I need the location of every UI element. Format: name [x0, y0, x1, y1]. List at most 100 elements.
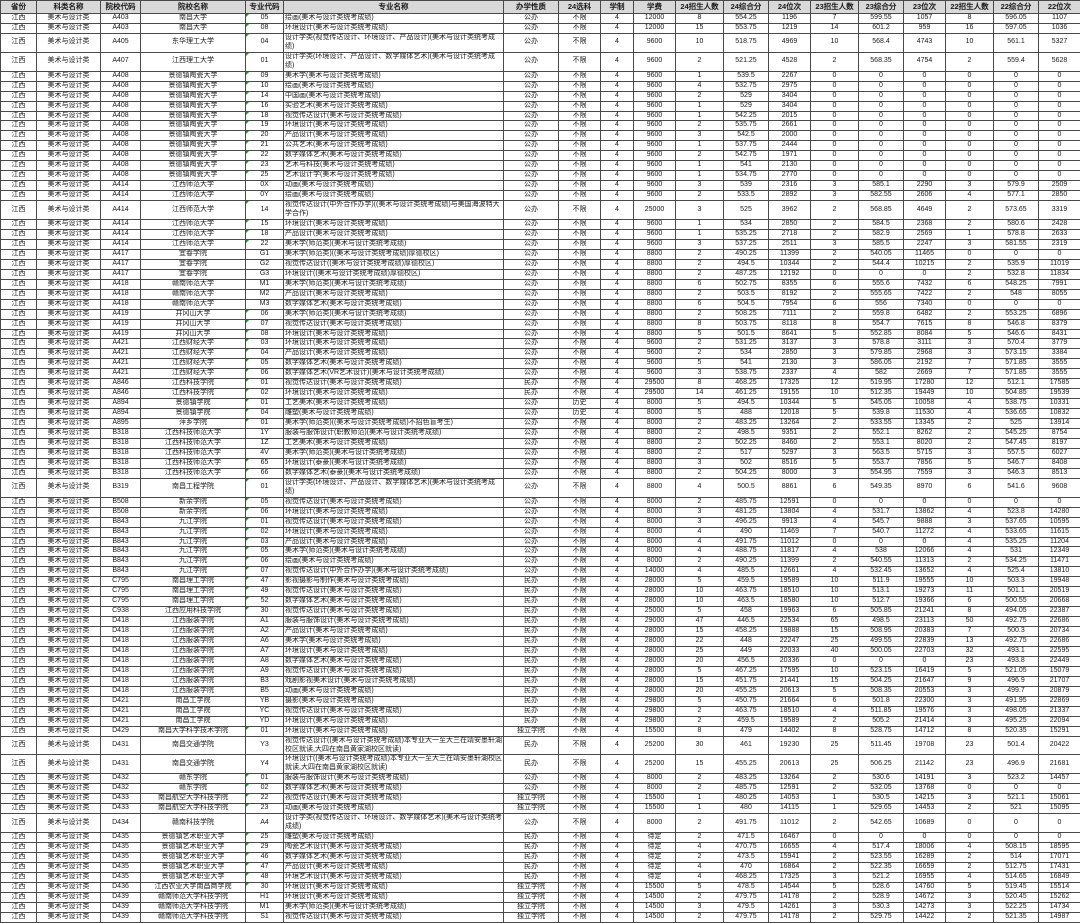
cell-2022-rank: 0 [1038, 496, 1080, 508]
cell-subject-req: 不限 [558, 911, 601, 923]
cell-college-code: A408 [100, 80, 141, 92]
cell-province: 江西 [0, 655, 37, 667]
cell-2024-rank: 2850 [768, 219, 811, 230]
cell-category: 美术与设计类 [36, 328, 101, 340]
cell-major-name: 动画(美术与设计类统考成绩) [283, 180, 504, 192]
cell-2022-rank: 21337 [1038, 705, 1080, 717]
column-header-duration: 学制 [600, 0, 634, 14]
cell-major-code: 01 [245, 51, 284, 72]
cell-2023-rank: 13862 [903, 506, 946, 518]
table-row: 江西 美术与设计类 A403 南昌大学 08 环境设计(美术与设计类统考成绩) 公办 不限 4 1… [0, 22, 1080, 34]
cell-school-type: 民办 [503, 861, 559, 873]
cell-subject-req: 不限 [558, 288, 601, 300]
cell-major-name: 环境设计(美术与设计类统考成绩) [283, 388, 504, 400]
table-row: 江西 美术与设计类 A419 井冈山大学 08 环境设计(美术与设计类统考成绩) 公办 不限 4… [0, 328, 1080, 340]
cell-2024-score: 463.75 [723, 586, 769, 598]
cell-2023-rank: 16289 [903, 852, 946, 863]
cell-2023-count: 4 [810, 842, 859, 854]
cell-major-name: 视觉传达设计(中外合作办学)((美术与设计类统考成绩)与美国海波特大学合作) [283, 200, 504, 221]
table-row: 江西 美术与设计类 B318 江西科技师范大学 65 环境设计(泰豪)(美术与设计类统考成… [0, 457, 1080, 469]
cell-2022-count: 8 [945, 725, 994, 737]
cell-college-code: A417 [100, 258, 141, 270]
cell-province: 江西 [0, 646, 37, 657]
cell-tuition: 28000 [633, 655, 676, 667]
cell-2022-count: 0 [945, 150, 994, 162]
cell-2022-score: 500.55 [993, 596, 1039, 608]
cell-province: 江西 [0, 526, 37, 538]
cell-school-type: 公办 [503, 200, 559, 221]
cell-2024-rank: 22033 [768, 646, 811, 657]
cell-2023-score: 530.3 [858, 901, 904, 913]
cell-school-type: 公办 [503, 773, 559, 785]
cell-college-code: A414 [100, 190, 141, 202]
cell-college-code: D439 [100, 911, 141, 923]
cell-college-name: 江西财经大学 [140, 338, 246, 350]
cell-college-name: 江西服装学院 [140, 675, 246, 687]
cell-2024-rank: 14178 [768, 911, 811, 923]
cell-province: 江西 [0, 248, 37, 260]
cell-2022-rank: 0 [1038, 90, 1080, 102]
cell-tuition: 14000 [633, 566, 676, 578]
cell-major-name: 环境设计(美术与设计类统考成绩) [283, 22, 504, 34]
cell-college-code: B318 [100, 457, 141, 469]
column-header-province: 省份 [0, 0, 37, 14]
cell-2023-score: 511.9 [858, 576, 904, 588]
cell-2023-score: 545.05 [858, 398, 904, 410]
cell-college-code: D435 [100, 832, 141, 844]
cell-category: 美术与设计类 [36, 268, 101, 280]
cell-2023-count: 0 [810, 90, 859, 102]
cell-college-name: 江西服装学院 [140, 626, 246, 638]
cell-2024-rank: 11399 [768, 248, 811, 260]
cell-duration: 4 [600, 22, 634, 34]
cell-province: 江西 [0, 90, 37, 102]
cell-2023-rank: 0 [903, 80, 946, 92]
table-row: 江西 美术与设计类 D436 江西农业大学南昌商学院 30 环境设计(美术与设计类统考成绩… [0, 881, 1080, 893]
cell-2023-count: 2 [810, 861, 859, 873]
cell-2024-score: 534 [723, 219, 769, 230]
cell-college-code: B508 [100, 506, 141, 518]
cell-province: 江西 [0, 378, 37, 390]
cell-tuition: 28000 [633, 636, 676, 647]
cell-2023-rank: 11530 [903, 408, 946, 420]
column-header-2024-count: 24招生人数 [675, 0, 724, 14]
cell-2024-count: 3 [675, 200, 724, 221]
cell-2023-count: 7 [810, 13, 859, 24]
cell-college-code: D418 [100, 646, 141, 657]
cell-2022-count: 7 [945, 358, 994, 370]
cell-2024-score: 459.5 [723, 715, 769, 727]
cell-2023-score: 506.25 [858, 754, 904, 775]
cell-2024-rank: 14178 [768, 891, 811, 903]
cell-2023-count: 0 [810, 130, 859, 142]
cell-college-code: A408 [100, 160, 141, 172]
cell-school-type: 公办 [503, 477, 559, 498]
cell-2022-count: 2 [945, 428, 994, 439]
cell-college-name: 景德镇陶瓷大学 [140, 110, 246, 122]
cell-college-code: A418 [100, 288, 141, 300]
cell-college-name: 江西科技学院 [140, 378, 246, 390]
cell-subject-req: 不限 [558, 51, 601, 72]
cell-2022-count: 8 [945, 13, 994, 24]
cell-subject-req: 不限 [558, 636, 601, 647]
cell-2024-rank: 11399 [768, 556, 811, 568]
cell-2024-score: 554.25 [723, 13, 769, 24]
cell-2022-count: 2 [945, 288, 994, 300]
cell-2023-score: 556 [858, 298, 904, 310]
cell-college-name: 江西科技师范大学 [140, 447, 246, 459]
table-row: 江西 美术与设计类 B318 江西科技师范大学 1Y 服装与服饰设计(职教师范)(美术与设… [0, 428, 1080, 439]
cell-2024-score: 488 [723, 408, 769, 420]
cell-2023-rank: 7432 [903, 278, 946, 290]
cell-major-code: G1 [245, 248, 284, 260]
cell-2023-rank: 19449 [903, 388, 946, 400]
table-row: 江西 美术与设计类 B843 九江学院 01 视觉传达设计(美术与设计类统考成绩) 公办 不限… [0, 516, 1080, 528]
cell-2023-count: 5 [810, 685, 859, 697]
cell-2022-score: 596.05 [993, 13, 1039, 24]
cell-2022-rank: 3779 [1038, 338, 1080, 350]
cell-college-name: 九江学院 [140, 536, 246, 548]
cell-school-type: 公办 [503, 783, 559, 795]
cell-2023-rank: 22703 [903, 646, 946, 657]
cell-2024-rank: 2511 [768, 238, 811, 250]
table-row: 江西 美术与设计类 B318 江西科技师范大学 4V 美术学(师范类)(美术与设计类统考成… [0, 447, 1080, 459]
cell-college-name: 南昌大学 [140, 22, 246, 34]
cell-college-code: D429 [100, 725, 141, 737]
cell-tuition: 8800 [633, 318, 676, 330]
